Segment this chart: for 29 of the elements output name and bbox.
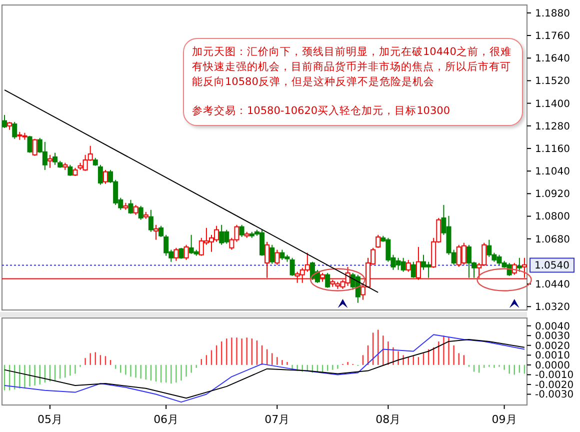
y-tick-label: 1.0680 <box>535 234 570 246</box>
y-tick-label: -0.0030 <box>535 390 574 401</box>
y-tick-label: -0.0020 <box>535 380 574 391</box>
ref-line-label: 1.0540 <box>534 260 570 272</box>
y-tick-label: 1.1520 <box>535 76 570 88</box>
y-tick-label: 1.1880 <box>535 8 570 20</box>
y-tick-label: 1.0440 <box>535 280 570 291</box>
y-tick-label: 0.0030 <box>535 331 570 342</box>
x-tick-label: 07月 <box>264 413 290 426</box>
y-tick-label: 0.0000 <box>535 360 570 372</box>
y-tick-label: 0.0020 <box>535 340 570 352</box>
y-tick-label: 0.0010 <box>535 350 570 362</box>
y-tick-label: 1.1640 <box>535 54 570 65</box>
x-tick-label: 05月 <box>37 413 62 426</box>
y-tick-label: 1.0800 <box>535 212 570 223</box>
y-tick-label: 1.1160 <box>535 144 570 155</box>
y-tick-label: 1.1400 <box>535 98 570 110</box>
y-tick-label: 1.0920 <box>535 189 570 200</box>
x-tick-label: 06月 <box>154 413 179 426</box>
y-tick-label: 1.1760 <box>535 31 570 42</box>
y-tick-label: 1.1280 <box>535 121 570 132</box>
y-tick-label: 0.0040 <box>535 321 570 332</box>
y-tick-label: 1.1040 <box>535 166 570 178</box>
x-tick-label: 09月 <box>492 413 517 426</box>
y-tick-label: 1.0320 <box>535 302 570 314</box>
y-tick-label: -0.0010 <box>535 370 574 382</box>
annotation: 参考交易：10580-10620买入轻仓加元，目标10300 <box>192 104 451 119</box>
annotation: 加元天图：汇价向下，颈线目前明显，加元在破10440之前，很难有快速走强的机会，目前商品货币并非市场的焦点，所以后市有可能反向10580反弹，但是这种反弹不是危险是机会 <box>192 45 512 90</box>
x-tick-label: 08月 <box>376 413 401 426</box>
